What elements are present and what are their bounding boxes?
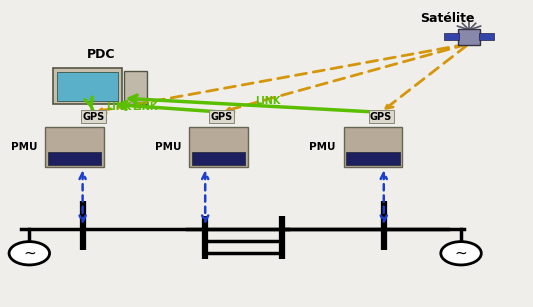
Text: LINK: LINK — [255, 96, 280, 106]
Text: PMU: PMU — [11, 142, 37, 152]
FancyBboxPatch shape — [346, 152, 400, 165]
Text: ~: ~ — [23, 246, 36, 261]
FancyBboxPatch shape — [344, 127, 402, 167]
Text: ~: ~ — [455, 246, 467, 261]
Text: Satélite: Satélite — [421, 12, 475, 25]
Circle shape — [441, 242, 481, 265]
Text: GPS: GPS — [210, 112, 232, 122]
FancyBboxPatch shape — [189, 127, 248, 167]
FancyBboxPatch shape — [458, 29, 480, 45]
FancyBboxPatch shape — [443, 33, 458, 40]
Text: PDC: PDC — [87, 49, 116, 61]
Text: PMU: PMU — [309, 142, 336, 152]
Text: GPS: GPS — [82, 112, 104, 122]
FancyBboxPatch shape — [48, 152, 101, 165]
Circle shape — [9, 242, 50, 265]
Text: GPS: GPS — [370, 112, 392, 122]
FancyBboxPatch shape — [45, 127, 104, 167]
FancyBboxPatch shape — [480, 33, 495, 40]
FancyBboxPatch shape — [53, 68, 122, 104]
FancyBboxPatch shape — [57, 72, 118, 101]
Text: LINK: LINK — [107, 103, 132, 112]
Text: LINK: LINK — [133, 103, 158, 112]
FancyBboxPatch shape — [192, 152, 245, 165]
FancyBboxPatch shape — [124, 71, 147, 104]
Text: PMU: PMU — [155, 142, 181, 152]
